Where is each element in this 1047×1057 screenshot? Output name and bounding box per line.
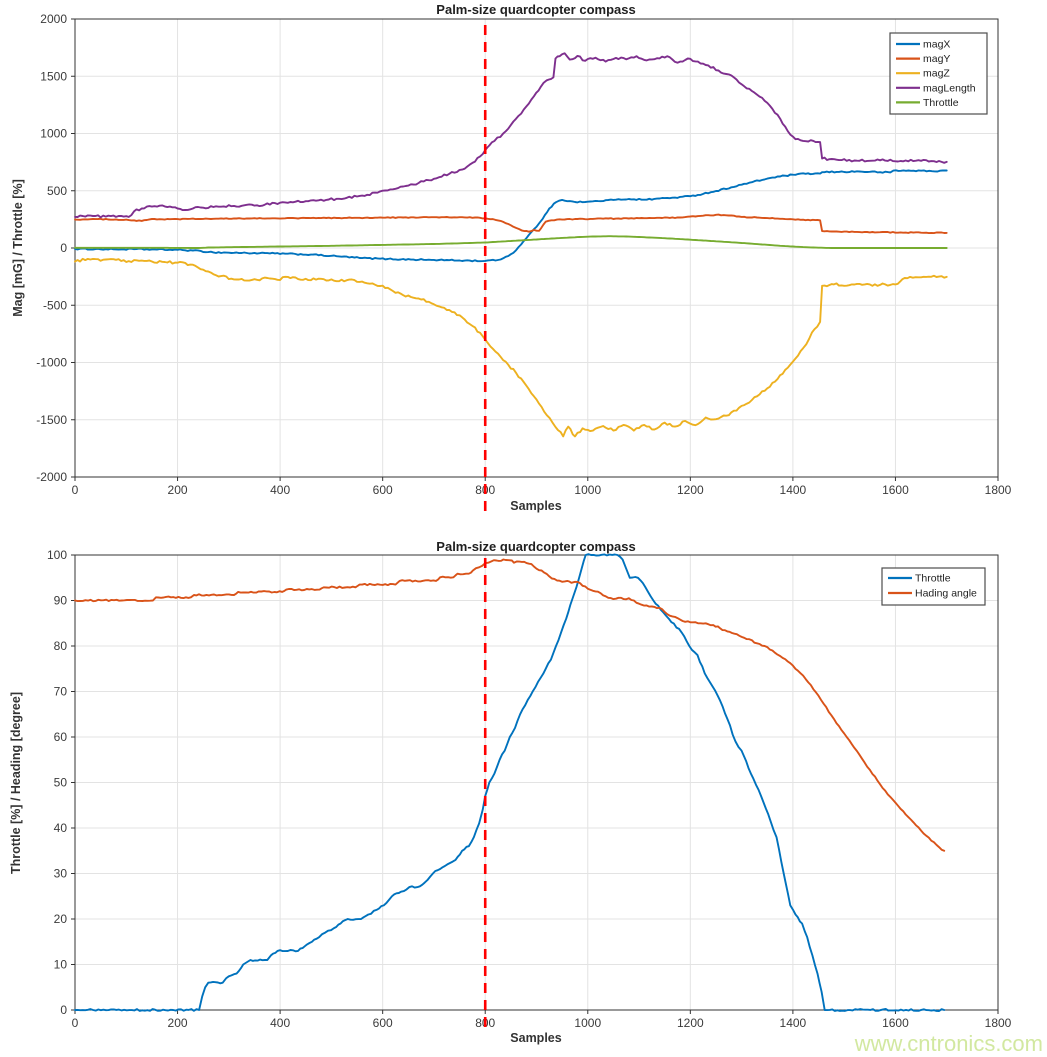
series-magy <box>74 213 948 235</box>
top-chart-title: Palm-size quardcopter compass <box>436 2 635 17</box>
y-tick-label: 500 <box>47 184 67 198</box>
y-tick-label: 90 <box>54 594 68 608</box>
y-tick-label: 1000 <box>40 127 67 141</box>
legend: magX magY magZ magLength Throttle <box>889 32 988 115</box>
x-tick-label: 1000 <box>574 483 601 497</box>
series-magx <box>74 169 948 263</box>
x-tick-label: 0 <box>72 1016 79 1030</box>
bottom-chart-title: Palm-size quardcopter compass <box>436 539 635 554</box>
y-tick-label: 10 <box>54 958 68 972</box>
y-tick-label: 70 <box>54 685 68 699</box>
bottom-chart-xlabel: Samples <box>510 1031 561 1045</box>
y-tick-label: 2000 <box>40 12 67 26</box>
y-tick-label: -500 <box>43 298 67 312</box>
legend: Throttle Hading angle <box>881 567 986 606</box>
tick-marks: 0200400600800100012001400160018000102030… <box>47 548 1012 1030</box>
chart-0: 020040060080010001200140016001800-2000-1… <box>36 12 1012 513</box>
x-tick-label: 400 <box>270 1016 290 1030</box>
y-tick-label: 40 <box>54 821 68 835</box>
x-tick-label: 1800 <box>985 1016 1012 1030</box>
x-tick-label: 600 <box>373 483 393 497</box>
x-tick-label: 200 <box>168 483 188 497</box>
x-tick-label: 1600 <box>882 1016 909 1030</box>
legend-label: magX <box>923 39 950 51</box>
legend-label: magZ <box>923 68 950 80</box>
legend-label: magLength <box>923 82 976 94</box>
watermark: www.cntronics.com <box>854 1031 1043 1056</box>
x-tick-label: 0 <box>72 483 79 497</box>
x-tick-label: 600 <box>373 1016 393 1030</box>
y-tick-label: 50 <box>54 776 68 790</box>
y-tick-label: -2000 <box>36 470 67 484</box>
legend-label: Throttle <box>915 573 951 585</box>
y-tick-label: 20 <box>54 912 68 926</box>
series-throttle <box>74 235 948 249</box>
x-tick-label: 1000 <box>574 1016 601 1030</box>
y-tick-label: 100 <box>47 548 67 562</box>
x-tick-label: 1400 <box>780 1016 807 1030</box>
top-chart-ylabel: Mag [mG] / Throttle [%] <box>11 179 25 317</box>
x-tick-label: 1400 <box>780 483 807 497</box>
axes-box <box>74 554 999 1011</box>
y-tick-label: -1000 <box>36 356 67 370</box>
x-tick-label: 1800 <box>985 483 1012 497</box>
y-tick-label: 80 <box>54 639 68 653</box>
series-throttle <box>74 553 946 1012</box>
y-tick-label: 1500 <box>40 69 67 83</box>
series-maglength <box>74 52 948 219</box>
tick-marks: 020040060080010001200140016001800-2000-1… <box>36 12 1011 497</box>
legend-label: Throttle <box>923 97 959 109</box>
x-tick-label: 400 <box>270 483 290 497</box>
bottom-chart-ylabel: Throttle [%] / Heading [degree] <box>9 692 23 874</box>
y-tick-label: 0 <box>60 1003 67 1017</box>
legend-label: Hading angle <box>915 588 977 600</box>
legend-label: magY <box>923 53 950 65</box>
x-tick-label: 200 <box>168 1016 188 1030</box>
x-tick-label: 1200 <box>677 483 704 497</box>
series-magz <box>74 257 948 438</box>
x-tick-label: 1600 <box>882 483 909 497</box>
chart-1: 0200400600800100012001400160018000102030… <box>47 548 1012 1030</box>
x-tick-label: 1200 <box>677 1016 704 1030</box>
chart-plot-areas: 020040060080010001200140016001800-2000-1… <box>36 12 1012 1030</box>
y-tick-label: 60 <box>54 730 68 744</box>
top-chart-xlabel: Samples <box>510 499 561 513</box>
series-hading-angle <box>74 558 946 852</box>
y-tick-label: 0 <box>60 241 67 255</box>
y-tick-label: -1500 <box>36 413 67 427</box>
y-tick-label: 30 <box>54 867 68 881</box>
grid <box>74 554 999 1011</box>
